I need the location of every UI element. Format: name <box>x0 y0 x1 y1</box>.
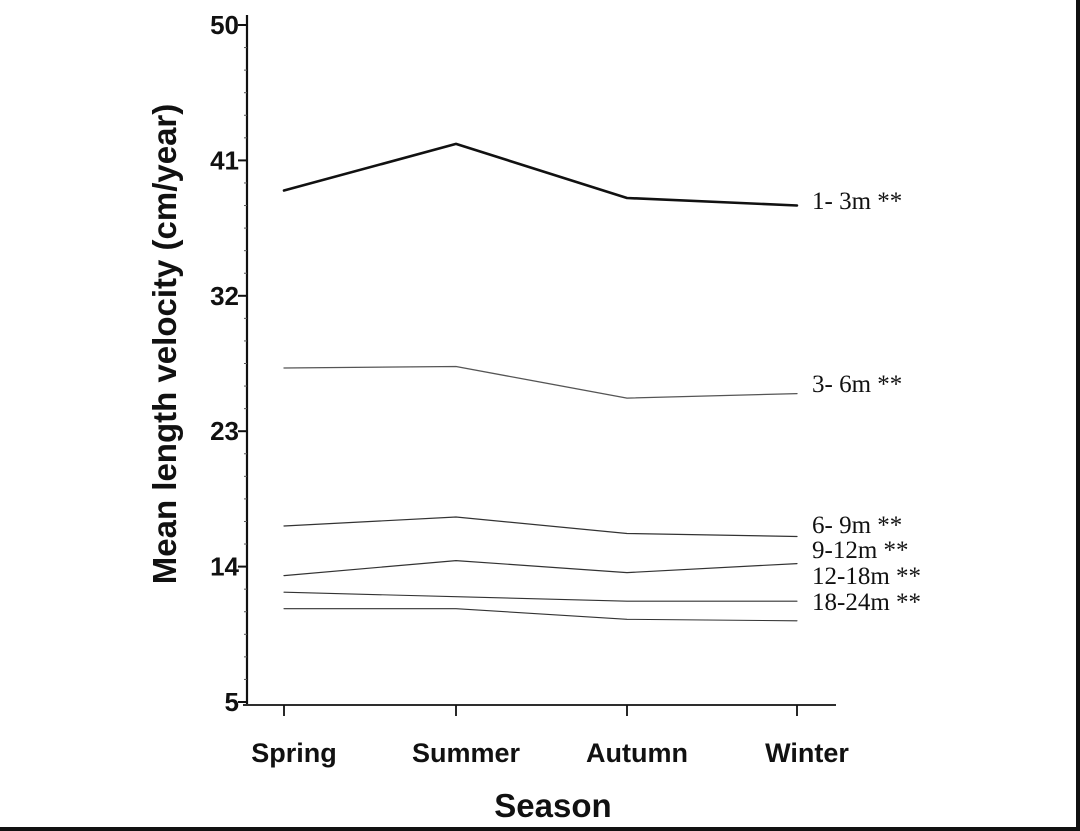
y-tick-label: 5 <box>225 687 239 717</box>
series-labels: 1- 3m ** 3- 6m ** 6- 9m **9-12m **12-18m *… <box>812 188 921 616</box>
series-line <box>283 516 798 538</box>
y-axis-title: Mean length velocity (cm/year) <box>146 104 183 584</box>
series-line <box>283 559 798 577</box>
y-tick-label: 14 <box>210 552 239 582</box>
x-tick-label: Winter <box>765 738 849 768</box>
series-label: 6- 9m ** <box>812 512 902 539</box>
y-tick-label: 41 <box>210 145 239 175</box>
x-tick-label: Summer <box>412 738 521 768</box>
x-axis-title: Season <box>494 787 611 824</box>
series-label: 12-18m ** <box>812 563 921 590</box>
series-line <box>283 365 798 399</box>
y-tick-label: 32 <box>210 281 239 311</box>
x-tick-label: Autumn <box>586 738 688 768</box>
x-ticks: Spring Summer Autumn Winter <box>251 705 849 768</box>
y-ticks: 5 14 23 32 41 50 <box>210 10 247 717</box>
series-label: 18-24m ** <box>812 589 921 616</box>
axes <box>243 15 836 706</box>
y-tick-label: 23 <box>210 416 239 446</box>
series-lines <box>282 142 799 622</box>
series-label: 1- 3m ** <box>812 188 902 215</box>
series-line <box>283 608 798 622</box>
series-line <box>282 142 799 207</box>
series-label: 3- 6m ** <box>812 371 902 398</box>
series-line <box>283 591 798 602</box>
x-tick-label: Spring <box>251 738 337 768</box>
y-tick-label: 50 <box>210 10 239 40</box>
series-label: 9-12m ** <box>812 537 909 564</box>
